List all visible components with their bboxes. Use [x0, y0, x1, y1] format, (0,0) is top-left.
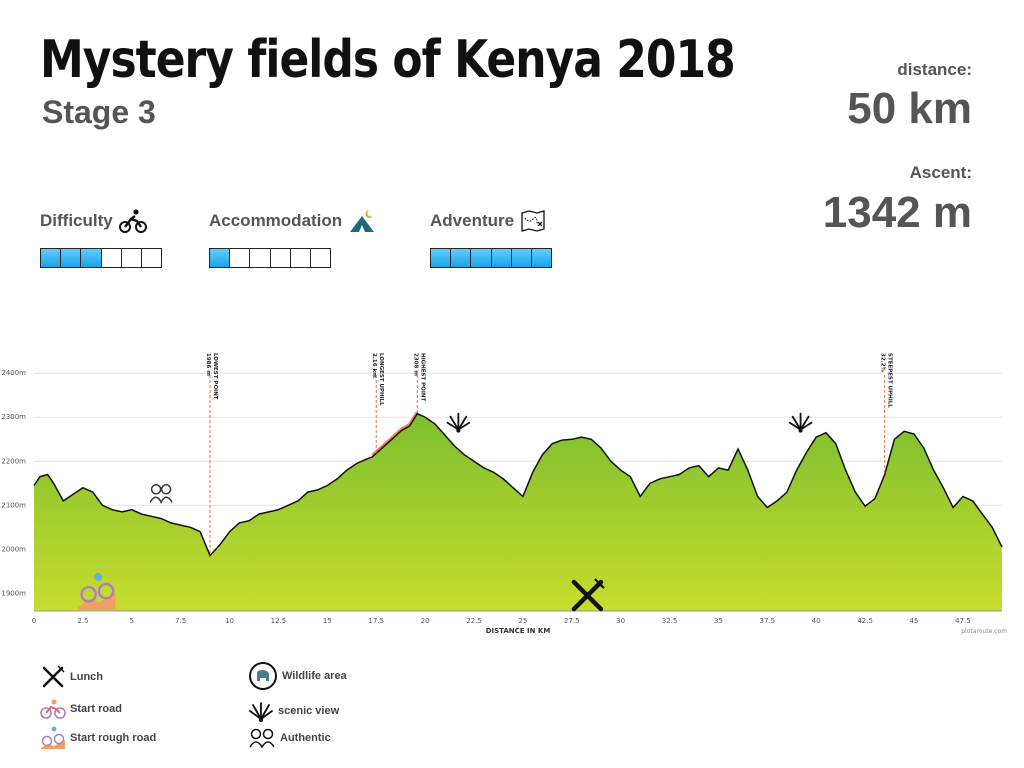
legend-label: Start road [70, 703, 122, 715]
rating-cell [531, 249, 552, 267]
x-axis-label: DISTANCE IN KM [486, 627, 551, 635]
y-tick-label: 2300m [1, 413, 26, 421]
rating-cell [210, 249, 231, 267]
ascent-label: Ascent: [909, 163, 972, 182]
rating-cell [61, 249, 82, 267]
rating-cell [250, 249, 271, 267]
legend-start-road: Start road [40, 698, 122, 720]
y-tick-label: 1900m [1, 589, 26, 597]
wildlife-icon [249, 662, 277, 690]
annotation-label: STEEPEST UPHILL [887, 353, 893, 408]
legend-label: Wildlife area [282, 670, 347, 682]
legend-start-rough-road: Start rough road [40, 726, 156, 750]
x-tick-label: 5 [130, 617, 134, 625]
annotation-label: LOWEST POINT [212, 353, 218, 400]
x-tick-label: 10 [225, 617, 234, 625]
x-tick-label: 32.5 [662, 617, 678, 625]
rating-cell [81, 249, 102, 267]
lunch-icon [42, 665, 65, 688]
x-tick-label: 42.5 [857, 617, 873, 625]
annotation-value: 2308 m [412, 353, 418, 376]
x-tick-label: 7.5 [175, 617, 186, 625]
difficulty-bar [40, 248, 162, 268]
x-tick-label: 30 [616, 617, 625, 625]
x-tick-label: 40 [812, 617, 821, 625]
y-tick-label: 2100m [1, 501, 26, 509]
rating-cell [451, 249, 472, 267]
page-title: Mystery fields of Kenya 2018 [40, 30, 736, 91]
annotation-value: 32.2% [880, 353, 886, 373]
scenic-view-icon [446, 412, 471, 433]
annotation-label: LONGEST UPHILL [378, 353, 384, 406]
legend-label: Start rough road [70, 732, 157, 744]
annotation-label: HIGHEST POINT [419, 353, 425, 402]
rating-cell [270, 249, 291, 267]
authentic-icon [249, 728, 275, 749]
x-tick-label: 47.5 [955, 617, 971, 625]
rating-cell [41, 249, 62, 267]
rating-cell [431, 249, 452, 267]
x-tick-label: 37.5 [760, 617, 776, 625]
chart-credit: plotaroute.com [961, 628, 1007, 635]
x-tick-label: 12.5 [271, 617, 287, 625]
cyclist-icon [118, 209, 147, 233]
difficulty-rating: Difficulty [40, 206, 162, 268]
stage-label: Stage 3 [42, 94, 156, 130]
scenic-view-icon [788, 412, 813, 433]
rating-cell [141, 249, 162, 267]
adventure-label: Adventure [430, 211, 515, 230]
authentic-icon [149, 484, 173, 504]
distance-value: 50 km [847, 84, 972, 133]
elevation-line [33, 412, 1003, 557]
rating-cell [121, 249, 142, 267]
rating-cell [471, 249, 492, 267]
map-icon [521, 210, 545, 232]
accommodation-bar [209, 248, 331, 268]
x-tick-label: 17.5 [368, 617, 384, 625]
lunch-icon [571, 578, 605, 612]
accommodation-label: Accommodation [209, 211, 343, 230]
longest-uphill-highlight [371, 411, 419, 457]
x-tick-label: 2.5 [77, 617, 88, 625]
x-tick-label: 15 [323, 617, 332, 625]
distance-label: distance: [897, 60, 972, 79]
x-tick-label: 25 [518, 617, 527, 625]
rating-cell [230, 249, 251, 267]
rating-cell [310, 249, 331, 267]
rating-cell [491, 249, 512, 267]
x-tick-label: 0 [32, 617, 36, 625]
y-tick-label: 2000m [1, 545, 26, 553]
rating-cell [101, 249, 122, 267]
y-tick-label: 2200m [1, 457, 26, 465]
legend-scenic-view: scenic view [248, 699, 339, 723]
annotation-value: 2.16 km [371, 353, 377, 378]
legend-label: Lunch [70, 671, 103, 683]
x-tick-label: 45 [910, 617, 919, 625]
start-rough-road-icon [77, 572, 116, 611]
legend-lunch: Lunch [40, 664, 103, 690]
adventure-bar [430, 248, 552, 268]
rating-cell [511, 249, 532, 267]
start-rough-road-icon [41, 726, 65, 749]
rating-cell [290, 249, 311, 267]
legend-label: scenic view [278, 705, 340, 717]
elevation-area [34, 413, 1002, 611]
annotation-value: 1986 m [205, 353, 211, 376]
start-road-icon [40, 699, 66, 719]
scenic-view-icon [249, 702, 273, 722]
x-tick-label: 35 [714, 617, 723, 625]
legend-authentic: Authentic [248, 727, 331, 749]
ascent-value: 1342 m [822, 188, 972, 237]
tent-icon [350, 210, 375, 232]
x-tick-label: 20 [421, 617, 430, 625]
difficulty-label: Difficulty [40, 211, 113, 230]
y-tick-label: 2400m [1, 369, 26, 377]
legend-wildlife: Wildlife area [248, 661, 347, 691]
adventure-rating: Adventure [430, 206, 552, 268]
x-tick-label: 27.5 [564, 617, 580, 625]
accommodation-rating: Accommodation [209, 206, 376, 268]
x-tick-label: 22.5 [466, 617, 482, 625]
legend-label: Authentic [280, 732, 331, 744]
